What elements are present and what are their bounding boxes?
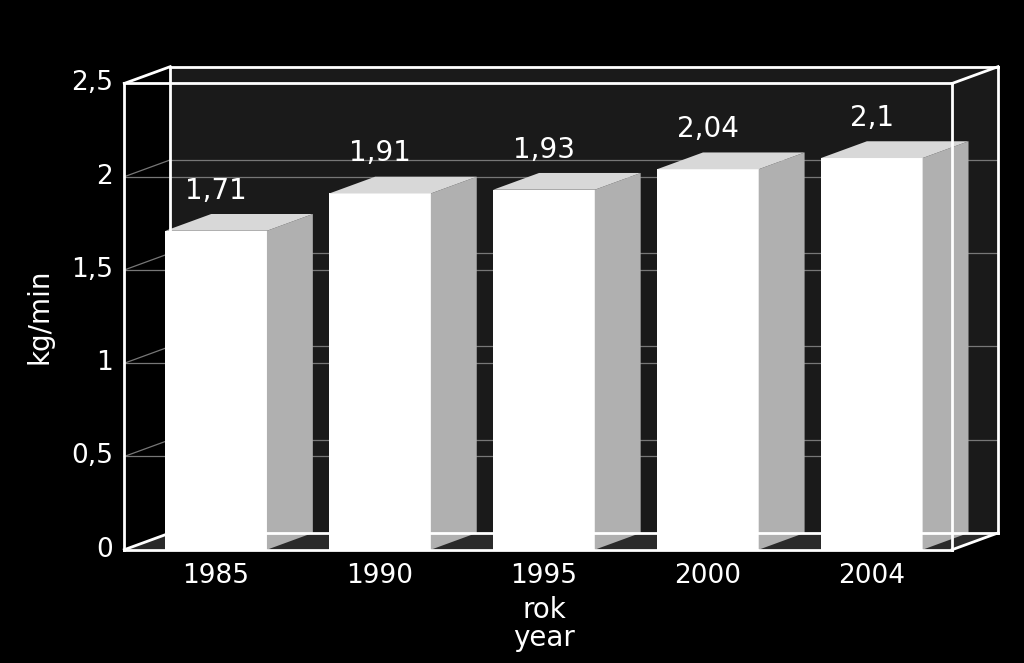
Text: 2000: 2000 — [675, 563, 741, 589]
Polygon shape — [170, 67, 998, 533]
Polygon shape — [330, 194, 431, 550]
Text: 1,5: 1,5 — [71, 257, 113, 283]
Text: 1,71: 1,71 — [185, 176, 247, 205]
Text: 2,04: 2,04 — [677, 115, 739, 143]
Polygon shape — [267, 214, 313, 550]
Polygon shape — [821, 141, 969, 158]
Text: 0,5: 0,5 — [71, 444, 113, 469]
Polygon shape — [165, 231, 267, 550]
Text: 2,5: 2,5 — [71, 70, 113, 96]
Text: 1,91: 1,91 — [349, 139, 411, 167]
Text: 0: 0 — [96, 537, 113, 563]
Text: 1: 1 — [96, 350, 113, 376]
Text: 2004: 2004 — [839, 563, 905, 589]
Text: rok: rok — [522, 596, 566, 625]
Polygon shape — [431, 177, 477, 550]
Polygon shape — [494, 173, 641, 190]
Polygon shape — [124, 533, 998, 550]
Polygon shape — [595, 173, 641, 550]
Polygon shape — [759, 152, 805, 550]
Text: kg/min: kg/min — [26, 269, 53, 365]
Text: 1995: 1995 — [511, 563, 578, 589]
Text: 1985: 1985 — [182, 563, 250, 589]
Polygon shape — [923, 141, 969, 550]
Text: 2: 2 — [96, 164, 113, 190]
Polygon shape — [494, 190, 595, 550]
Polygon shape — [657, 152, 805, 169]
Text: year: year — [513, 625, 574, 652]
Polygon shape — [821, 158, 923, 550]
Polygon shape — [330, 177, 477, 194]
Text: 2,1: 2,1 — [850, 104, 894, 132]
Polygon shape — [657, 169, 759, 550]
Text: 1990: 1990 — [346, 563, 414, 589]
Polygon shape — [165, 214, 313, 231]
Text: 1,93: 1,93 — [513, 136, 574, 164]
